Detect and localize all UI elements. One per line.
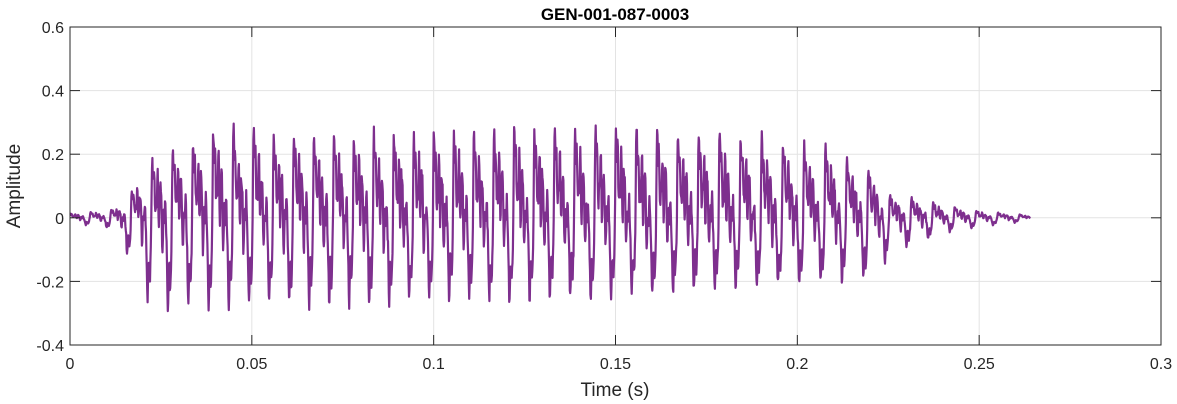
x-tick-label: 0.3 [1150, 356, 1172, 373]
x-axis-label: Time (s) [581, 380, 650, 401]
y-tick-label: -0.4 [36, 338, 64, 355]
x-tick-label: 0.15 [600, 356, 631, 373]
ticks: 0 0.05 0.1 0.15 0.2 0.25 0.3 -0.4 -0.2 0 0.2 0.4 0.6 [36, 20, 1172, 373]
y-tick-label: 0.4 [42, 84, 64, 101]
y-tick-label: 0.2 [42, 147, 64, 164]
x-tick-label: 0.25 [964, 356, 995, 373]
waveform-line [69, 122, 1032, 313]
y-axis-label: Amplitude [4, 144, 25, 229]
x-tick-label: 0.1 [423, 356, 445, 373]
chart-title: GEN-001-087-0003 [541, 5, 689, 24]
y-tick-label: -0.2 [36, 274, 64, 291]
y-tick-label: 0 [55, 211, 64, 228]
x-tick-label: 0.2 [786, 356, 808, 373]
x-tick-label: 0 [66, 356, 75, 373]
waveform-series [69, 122, 1032, 313]
y-tick-label: 0.6 [42, 20, 64, 37]
x-tick-label: 0.05 [236, 356, 267, 373]
